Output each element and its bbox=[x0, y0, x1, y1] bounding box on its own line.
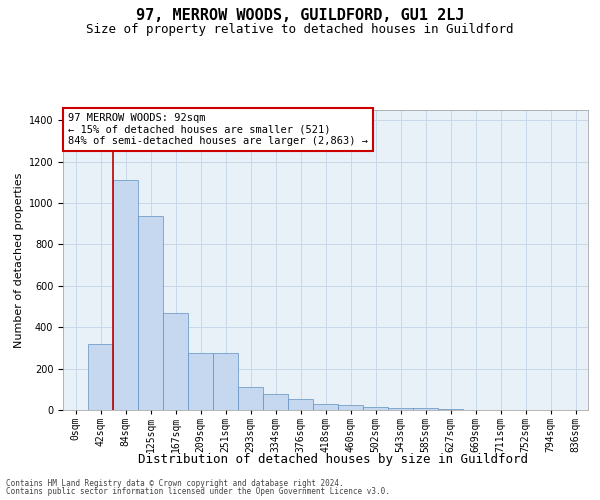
Text: 97, MERROW WOODS, GUILDFORD, GU1 2LJ: 97, MERROW WOODS, GUILDFORD, GU1 2LJ bbox=[136, 8, 464, 22]
Text: Contains HM Land Registry data © Crown copyright and database right 2024.: Contains HM Land Registry data © Crown c… bbox=[6, 478, 344, 488]
Bar bbox=[188, 353, 213, 410]
Bar bbox=[138, 216, 163, 410]
Bar bbox=[413, 408, 438, 410]
Bar bbox=[388, 408, 413, 410]
Bar bbox=[313, 404, 338, 410]
Bar bbox=[288, 398, 313, 410]
Bar bbox=[438, 409, 463, 410]
Bar bbox=[163, 313, 188, 410]
Text: Size of property relative to detached houses in Guildford: Size of property relative to detached ho… bbox=[86, 22, 514, 36]
Bar bbox=[113, 180, 138, 410]
Text: Distribution of detached houses by size in Guildford: Distribution of detached houses by size … bbox=[138, 452, 528, 466]
Bar bbox=[238, 387, 263, 410]
Bar bbox=[263, 394, 288, 410]
Text: Contains public sector information licensed under the Open Government Licence v3: Contains public sector information licen… bbox=[6, 487, 390, 496]
Text: 97 MERROW WOODS: 92sqm
← 15% of detached houses are smaller (521)
84% of semi-de: 97 MERROW WOODS: 92sqm ← 15% of detached… bbox=[68, 113, 368, 146]
Y-axis label: Number of detached properties: Number of detached properties bbox=[14, 172, 25, 348]
Bar bbox=[338, 405, 363, 410]
Bar bbox=[363, 407, 388, 410]
Bar bbox=[213, 353, 238, 410]
Bar bbox=[88, 344, 113, 410]
